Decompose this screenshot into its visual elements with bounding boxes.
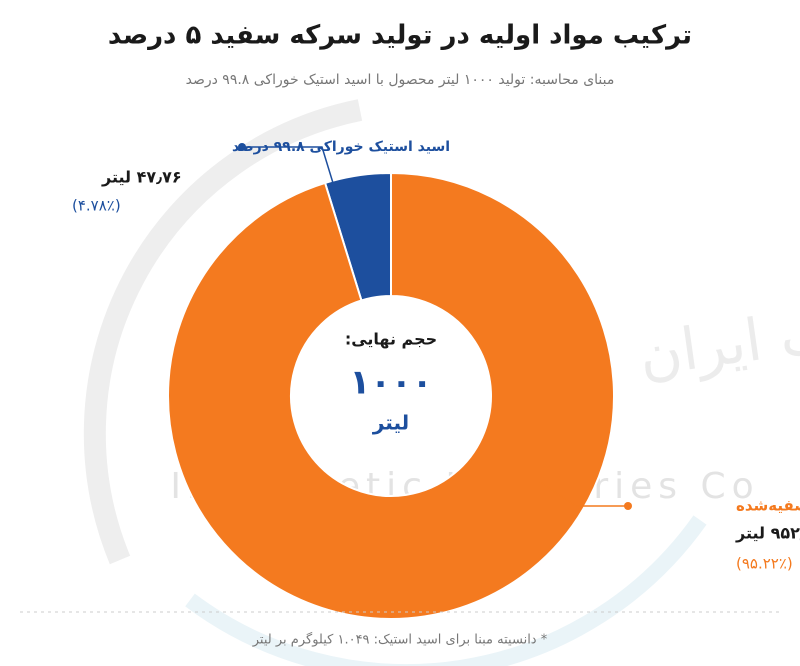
center-value: ۱۰۰۰ [349,363,432,403]
watermark-arc [83,99,363,565]
chart-title: ترکیب مواد اولیه در تولید سرکه سفید ۵ در… [108,21,692,51]
donut [167,171,615,620]
donut-slice [167,171,615,620]
leader-line [242,146,334,184]
footnote: * دانسیته مبنا برای اسید استیک: ۱.۰۴۹ کی… [252,632,548,648]
category-label: اسید استیک خوراکی ۹۹.۸ درصد [232,139,450,155]
leader-dot [624,502,632,510]
watermark-persian: شرکت صنایع استیک ایران [635,235,800,391]
watermark-arc [185,515,707,666]
leader-line [539,481,628,507]
percent-label: (۴.۷۸٪) [72,197,121,215]
value-label: ۴۷٫۷۶ لیتر [101,168,182,187]
center-unit: لیتر [372,411,409,435]
chart-subtitle: مبنای محاسبه: تولید ۱۰۰۰ لیتر محصول با ا… [186,72,615,88]
value-label: ۹۵۲٫۲۴ لیتر [735,524,800,543]
category-label: آب تصفیه‌شده [736,497,800,515]
leader-dot [238,143,246,151]
percent-label: (۹۵.۲۲٪) [736,555,793,573]
center-title: حجم نهایی: [345,330,437,349]
